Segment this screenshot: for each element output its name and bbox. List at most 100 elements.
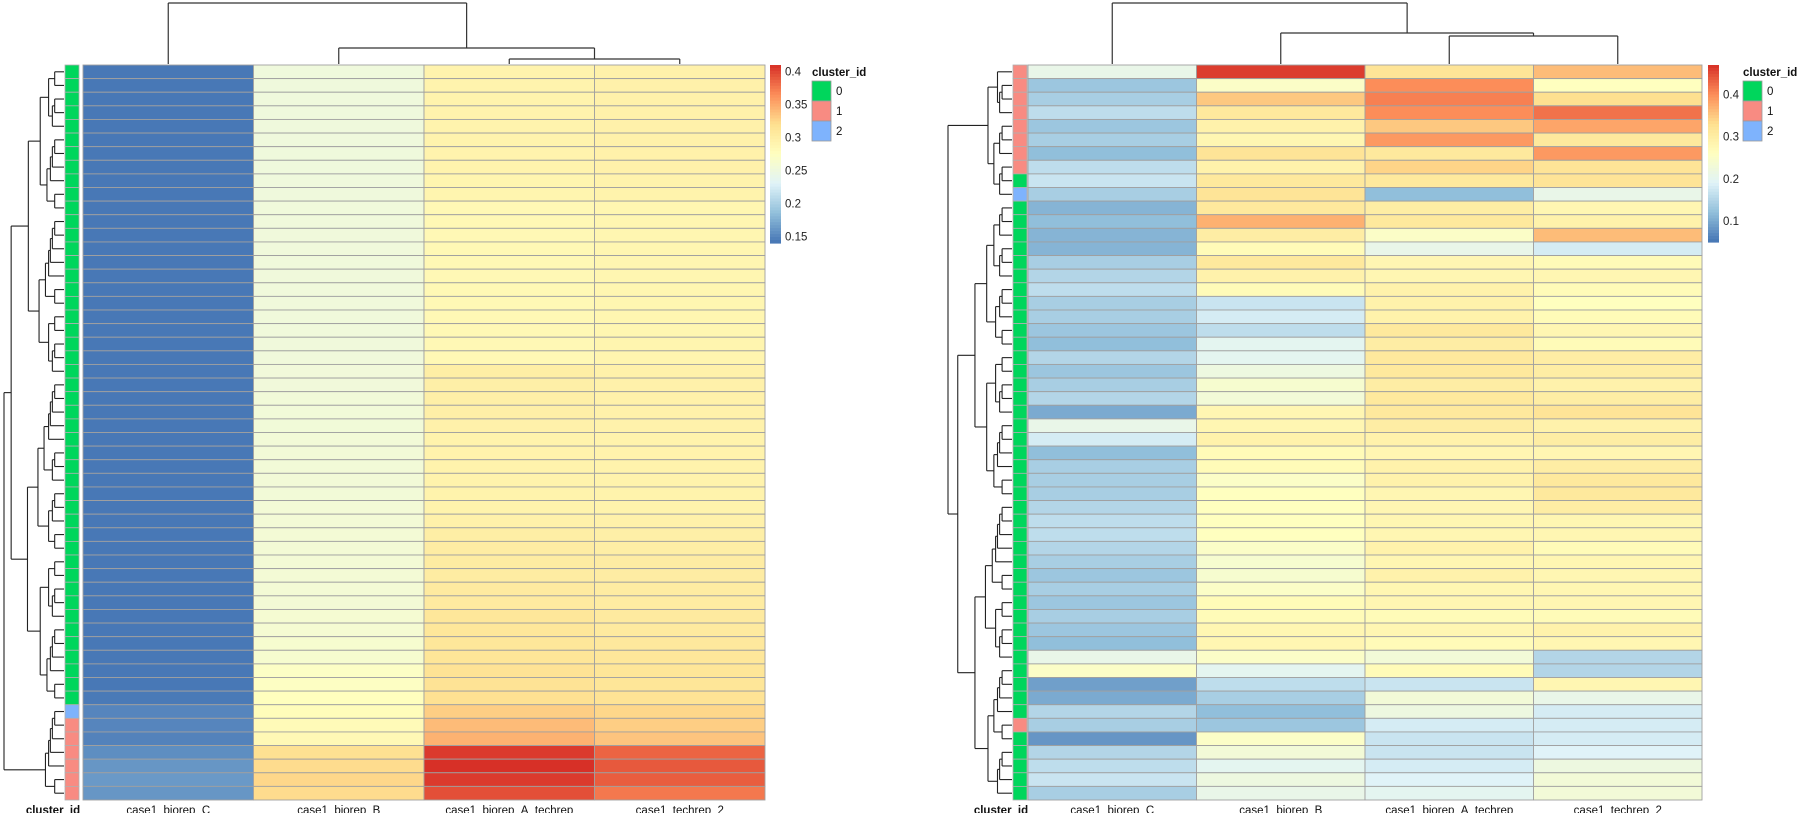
colorbar-segment [1708, 65, 1719, 69]
heatmap-cell [253, 649, 425, 665]
heatmap-cell [1533, 595, 1703, 610]
heatmap-cell [1533, 309, 1703, 325]
annotation-axis-label: cluster_id [26, 805, 80, 813]
cluster-annotation-cell [64, 513, 80, 529]
heatmap-cell [594, 159, 766, 175]
heatmap-cell [253, 391, 425, 406]
heatmap-cell [423, 432, 595, 447]
cluster-annotation-cell [64, 282, 80, 297]
heatmap-cell [1027, 663, 1197, 678]
heatmap-cell [1027, 472, 1197, 488]
heatmap-cell [1027, 677, 1197, 692]
colorbar-segment [1708, 70, 1719, 75]
heatmap-cell [253, 459, 425, 474]
heatmap-cell [1533, 268, 1703, 284]
heatmap-cell [1027, 227, 1197, 243]
heatmap-cell [1533, 295, 1703, 311]
heatmap-cell [1196, 227, 1366, 243]
cluster-annotation-cell [1012, 105, 1028, 120]
cluster-annotation-cell [1012, 486, 1028, 501]
colorbar-segment [1708, 221, 1719, 225]
heatmap-panel-left: case1_biorep_C case1_biorep_B case1_biorep… [3, 2, 866, 813]
heatmap-cell [1533, 255, 1703, 270]
heatmap-cell [594, 554, 766, 570]
heatmap-cell [1196, 663, 1366, 678]
heatmap-cell [594, 690, 766, 706]
cluster-annotation-cell [64, 540, 80, 556]
heatmap-cell [1364, 377, 1534, 393]
colorbar-segment [1708, 88, 1719, 93]
heatmap-cell [253, 513, 425, 529]
cluster-annotation-cell [1012, 772, 1028, 787]
heatmap-cell [82, 704, 254, 719]
colorbar-segment [1708, 103, 1719, 107]
heatmap-cell [423, 554, 595, 570]
heatmap-cell [253, 445, 425, 461]
heatmap-cell [1533, 540, 1703, 556]
heatmap-cell [1196, 78, 1366, 93]
heatmap-cell [1027, 785, 1197, 801]
heatmap-cell [423, 527, 595, 542]
heatmap-cell [1364, 78, 1534, 93]
heatmap-cell [253, 350, 425, 365]
column-dendrogram [1111, 2, 1619, 64]
cluster-annotation-cell [64, 295, 80, 311]
heatmap-cell [1196, 459, 1366, 474]
cluster-annotation-cell [1012, 119, 1028, 134]
heatmap-cell [82, 404, 254, 420]
heatmap-cell [1196, 731, 1366, 747]
cluster-annotation-cell [64, 64, 80, 80]
heatmap-cell [253, 500, 425, 515]
heatmap-cell [82, 241, 254, 257]
cluster-annotation-cell [1012, 323, 1028, 338]
colorbar-segment [770, 76, 781, 81]
heatmap-cell [423, 295, 595, 311]
heatmap-cell [1364, 677, 1534, 692]
colorbar-segment [1708, 73, 1719, 78]
colorbar-segment [770, 79, 781, 84]
cluster-annotation-cell [64, 187, 80, 202]
heatmap-cell [253, 608, 425, 624]
heatmap-cell [1364, 323, 1534, 338]
heatmap-cell [1027, 649, 1197, 665]
heatmap-cell [253, 295, 425, 311]
heatmap-cell [423, 717, 595, 733]
cluster-annotation-cell [1012, 459, 1028, 474]
heatmap-cell [1196, 595, 1366, 610]
heatmap-cell [1364, 146, 1534, 161]
colorbar-segment [770, 109, 781, 114]
cluster-annotation-column [1012, 64, 1028, 801]
heatmap-cell [423, 608, 595, 624]
heatmap-cell [253, 214, 425, 229]
heatmap-cell [1196, 404, 1366, 420]
heatmap-cell [253, 309, 425, 325]
colorbar-segment [1708, 138, 1719, 143]
heatmap-cell [1196, 91, 1366, 107]
heatmap-cell [1027, 690, 1197, 706]
heatmap-cell [1364, 636, 1534, 651]
heatmap-cell [594, 486, 766, 502]
colorbar-segment [1708, 112, 1719, 116]
cluster-annotation-cell [64, 146, 80, 161]
colorbar-segment [770, 142, 781, 146]
heatmap-cell [594, 78, 766, 93]
colorbar-tick-label: 0.15 [785, 231, 807, 243]
heatmap-cell [253, 404, 425, 420]
heatmap-cell [1196, 554, 1366, 570]
colorbar-segment [1708, 239, 1719, 243]
heatmap-cell [423, 677, 595, 692]
heatmap-cell [1196, 241, 1366, 257]
heatmap-cell [82, 540, 254, 556]
heatmap-cell [1364, 758, 1534, 774]
heatmap-cell [1027, 159, 1197, 175]
legend-swatch-0 [811, 80, 832, 102]
heatmap-cell [1027, 377, 1197, 393]
colorbar-segment [1708, 183, 1719, 187]
heatmap-cell [1196, 187, 1366, 202]
heatmap-cell [594, 282, 766, 297]
heatmap-cell [1027, 459, 1197, 474]
heatmap-cell [1364, 404, 1534, 420]
heatmap-cell [82, 758, 254, 774]
colorbar-tick-label: 0.2 [785, 198, 801, 210]
heatmap-cell [594, 146, 766, 161]
